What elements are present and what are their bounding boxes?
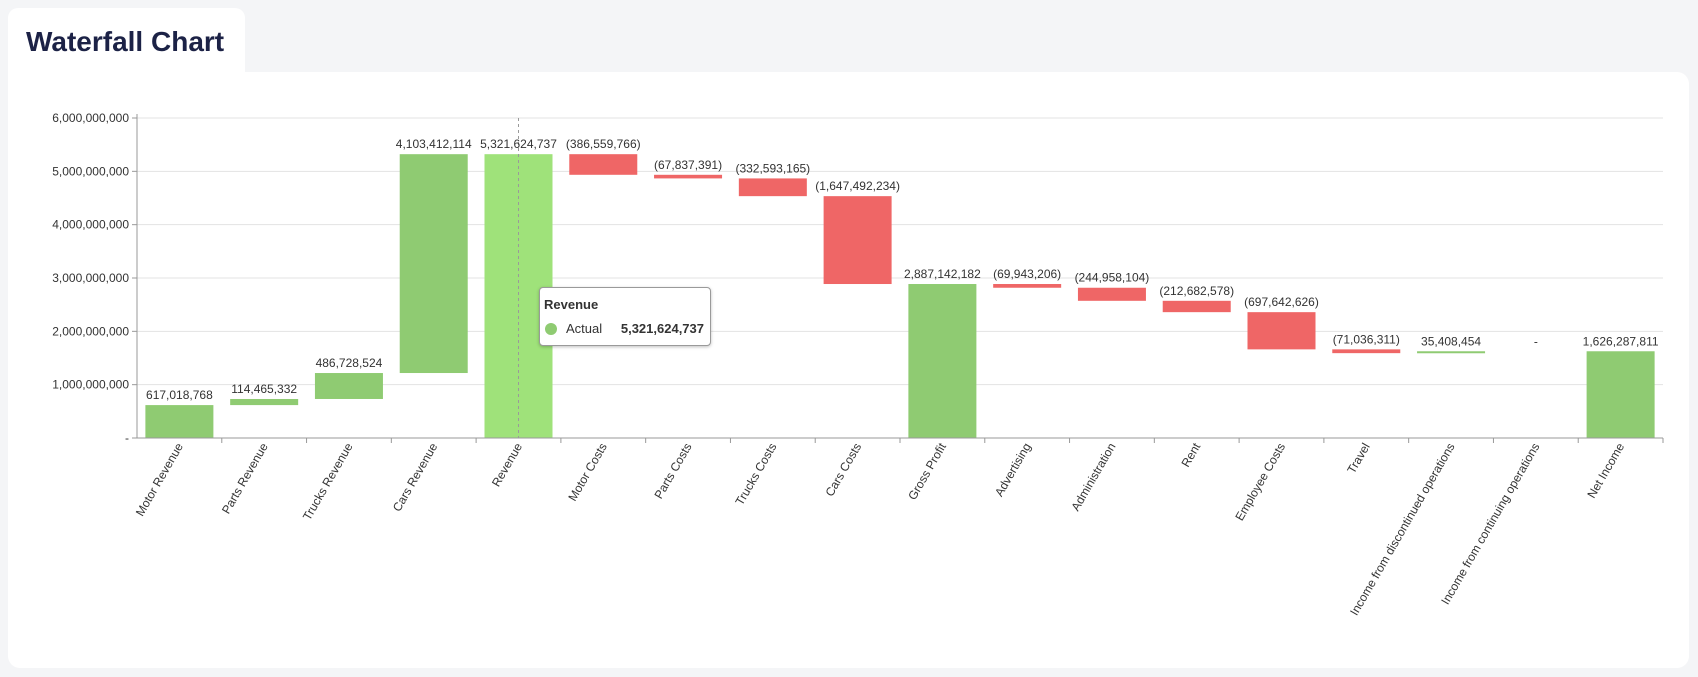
x-tick-label: Parts Costs bbox=[652, 441, 695, 502]
x-tick-label: Motor Revenue bbox=[133, 440, 186, 518]
x-tick-label: Trucks Costs bbox=[733, 441, 780, 508]
tooltip-series-name: Actual bbox=[566, 321, 603, 336]
bar-trucks-revenue bbox=[314, 373, 383, 399]
x-tick-label: Travel bbox=[1344, 441, 1373, 476]
x-tick-label: Revenue bbox=[489, 440, 525, 489]
y-tick-label: 5,000,000,000 bbox=[52, 164, 129, 178]
data-label: 4,103,412,114 bbox=[396, 137, 472, 151]
data-labels: 617,018,768 114,465,332 486,728,524 4,103,4… bbox=[146, 137, 1659, 402]
bar-trucks-costs bbox=[738, 178, 807, 197]
bar-net-income bbox=[1586, 351, 1655, 438]
x-tick-label: Parts Revenue bbox=[219, 440, 271, 516]
bar-rent bbox=[1162, 300, 1231, 313]
data-label: (71,036,311) bbox=[1333, 332, 1400, 346]
x-tick-label: Income from continuing operations bbox=[1438, 441, 1542, 607]
bar-motor-costs bbox=[569, 154, 638, 175]
y-tick-label: 4,000,000,000 bbox=[52, 218, 129, 232]
bar-administration bbox=[1077, 287, 1146, 301]
x-tick-label: Administration bbox=[1068, 441, 1118, 514]
page-title: Waterfall Chart bbox=[26, 26, 225, 57]
data-label: 617,018,768 bbox=[146, 388, 213, 402]
data-label: (1,647,492,234) bbox=[815, 179, 900, 193]
bars bbox=[145, 118, 1655, 439]
y-tick-label: - bbox=[125, 431, 129, 445]
x-axis: Motor Revenue Parts Revenue Trucks Revenue… bbox=[133, 437, 1664, 618]
y-tick-label: 1,000,000,000 bbox=[52, 378, 129, 392]
x-tick-label: Income from discontinued operations bbox=[1347, 441, 1458, 618]
y-tick-label: 2,000,000,000 bbox=[52, 324, 129, 338]
bar-advertising bbox=[993, 284, 1062, 288]
x-tick-label: Cars Revenue bbox=[390, 440, 441, 514]
data-label: (67,837,391) bbox=[654, 158, 722, 172]
data-label: 486,728,524 bbox=[316, 356, 383, 370]
tooltip-series-marker bbox=[545, 323, 557, 335]
data-label: (697,642,626) bbox=[1244, 295, 1319, 309]
data-label: (244,958,104) bbox=[1075, 271, 1150, 285]
x-tick-label: Gross Profit bbox=[905, 440, 949, 502]
data-label: (332,593,165) bbox=[735, 161, 810, 175]
data-label: (212,682,578) bbox=[1159, 284, 1234, 298]
x-tick-label: Advertising bbox=[992, 441, 1034, 499]
chart-tab[interactable]: Waterfall Chart bbox=[8, 8, 245, 74]
data-label: 35,408,454 bbox=[1421, 334, 1481, 348]
data-label: 2,887,142,182 bbox=[904, 267, 981, 281]
bar-income-from-discontinued-operations bbox=[1417, 351, 1486, 354]
data-label: - bbox=[1534, 334, 1538, 348]
bar-parts-revenue bbox=[230, 398, 299, 406]
y-axis: - 1,000,000,000 2,000,000,000 3,000,000,000… bbox=[52, 111, 138, 445]
bar-motor-revenue bbox=[145, 405, 214, 438]
x-tick-label: Trucks Revenue bbox=[300, 440, 356, 523]
data-label: 1,626,287,811 bbox=[1583, 334, 1659, 348]
tooltip-value: 5,321,624,737 bbox=[620, 321, 704, 336]
tooltip-title: Revenue bbox=[544, 297, 599, 312]
data-label: (69,943,206) bbox=[993, 267, 1061, 281]
bar-travel bbox=[1332, 349, 1401, 354]
bar-cars-revenue bbox=[399, 154, 468, 374]
chart-tooltip: Revenue Actual 5,321,624,737 bbox=[539, 287, 711, 346]
y-tick-label: 3,000,000,000 bbox=[52, 271, 129, 285]
data-label: 5,321,624,737 bbox=[480, 137, 557, 151]
x-tick-label: Net Income bbox=[1584, 440, 1627, 500]
x-tick-label: Cars Costs bbox=[822, 441, 864, 499]
bar-employee-costs bbox=[1247, 312, 1316, 350]
x-tick-label: Motor Costs bbox=[565, 441, 609, 504]
bar-gross-profit bbox=[908, 284, 977, 438]
y-tick-label: 6,000,000,000 bbox=[52, 111, 129, 125]
bar-cars-costs bbox=[823, 196, 892, 285]
x-tick-label: Rent bbox=[1179, 440, 1204, 470]
bar-parts-costs bbox=[654, 174, 723, 179]
grid-lines bbox=[137, 117, 1663, 386]
x-tick-label: Employee Costs bbox=[1232, 441, 1288, 524]
data-label: 114,465,332 bbox=[231, 382, 297, 396]
data-label: (386,559,766) bbox=[566, 137, 641, 151]
